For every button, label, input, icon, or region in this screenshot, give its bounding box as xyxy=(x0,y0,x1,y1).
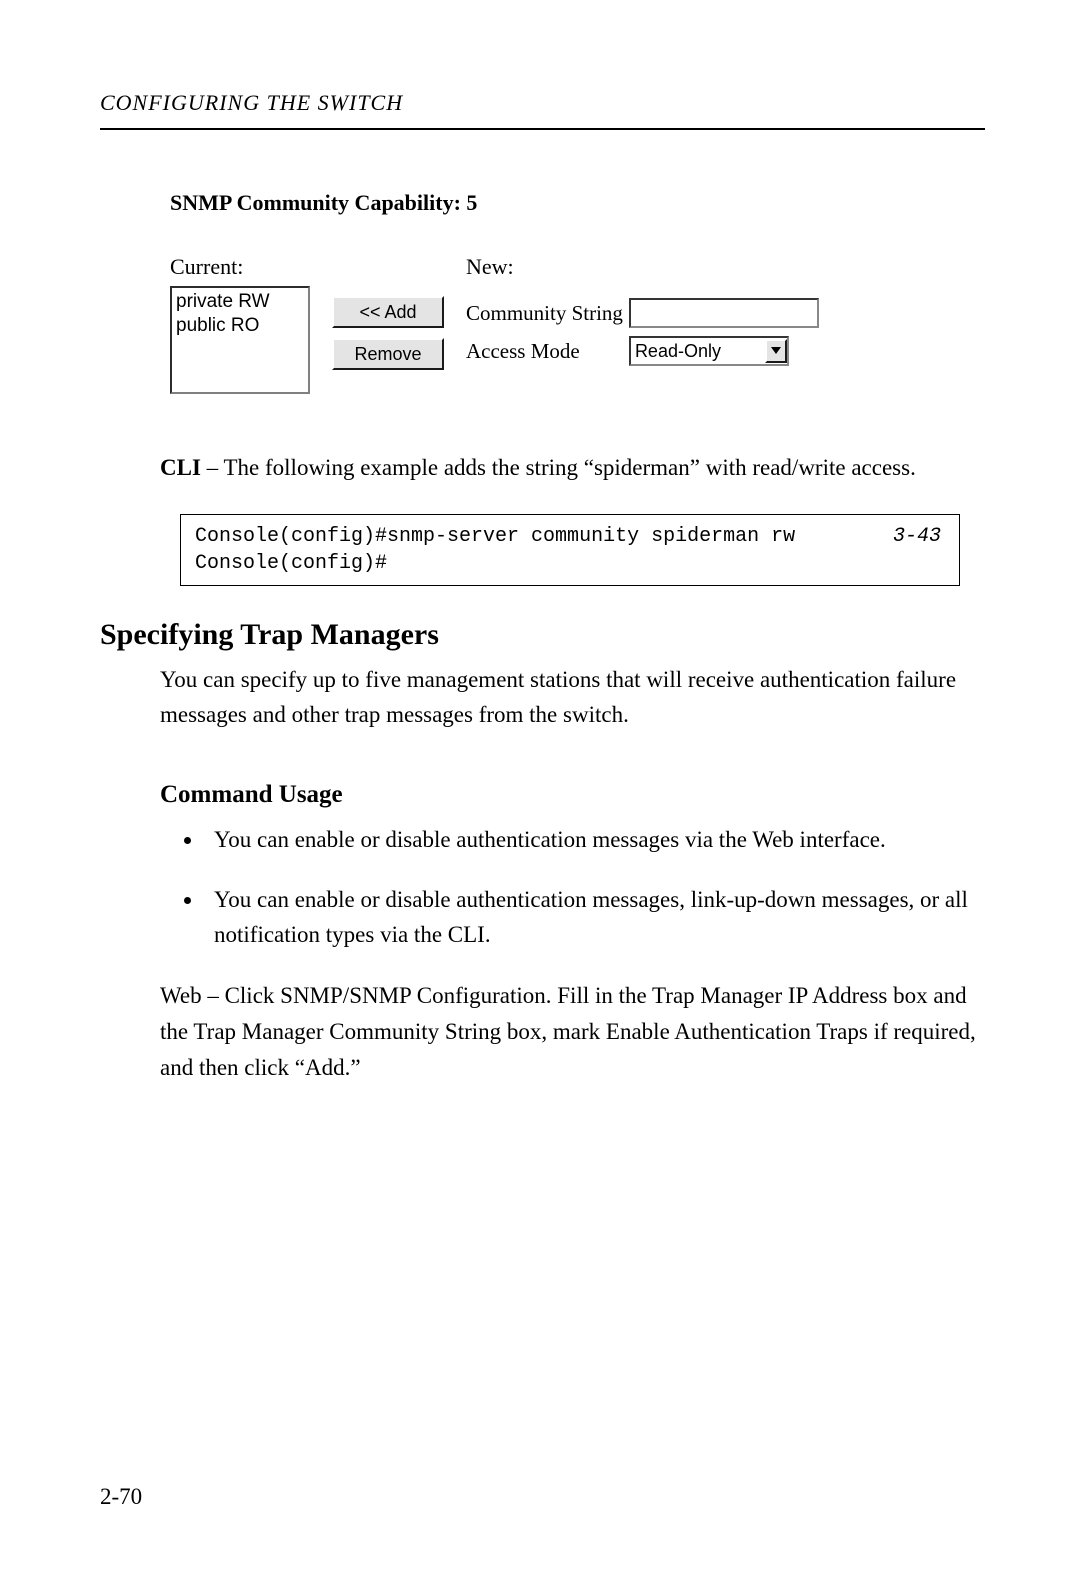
running-head-text: CONFIGURING THE SWITCH xyxy=(100,90,403,115)
current-listbox[interactable]: private RW public RO xyxy=(170,286,310,394)
figure-title: SNMP Community Capability: 5 xyxy=(170,190,735,216)
access-mode-value: Read-Only xyxy=(631,341,765,362)
cli-code-box: Console(config)#snmp-server community sp… xyxy=(180,514,960,586)
new-column: New: Community String Access Mode Read-O… xyxy=(466,254,819,366)
remove-button[interactable]: Remove xyxy=(332,338,444,370)
cli-rest: – The following example adds the string … xyxy=(201,455,916,480)
section-heading: Specifying Trap Managers xyxy=(100,618,985,652)
header-rule xyxy=(100,128,985,130)
access-mode-label: Access Mode xyxy=(466,339,623,364)
web-prefix: Web xyxy=(160,983,202,1008)
new-label: New: xyxy=(466,254,819,280)
dropdown-button[interactable] xyxy=(765,339,787,363)
community-string-input[interactable] xyxy=(629,298,819,328)
list-item: You can enable or disable authentication… xyxy=(204,883,985,952)
new-form-grid: Community String Access Mode Read-Only xyxy=(466,298,819,366)
button-column: << Add Remove xyxy=(332,296,444,370)
chevron-down-icon xyxy=(771,347,781,355)
command-usage-heading: Command Usage xyxy=(160,781,985,809)
web-rest: – Click SNMP/SNMP Configuration. Fill in… xyxy=(160,983,976,1079)
current-column: Current: private RW public RO xyxy=(170,254,310,394)
web-paragraph: Web – Click SNMP/SNMP Configuration. Fil… xyxy=(160,978,985,1085)
add-button[interactable]: << Add xyxy=(332,296,444,328)
running-head: CONFIGURING THE SWITCH xyxy=(100,90,985,116)
figure-columns: Current: private RW public RO << Add Rem… xyxy=(170,254,735,394)
cli-paragraph: CLI – The following example adds the str… xyxy=(160,450,985,486)
command-usage-list: You can enable or disable authentication… xyxy=(160,823,985,953)
community-string-label: Community String xyxy=(466,301,623,326)
list-item[interactable]: public RO xyxy=(176,314,304,338)
code-line: Console(config)# xyxy=(195,550,945,577)
code-line: Console(config)#snmp-server community sp… xyxy=(195,523,945,550)
code-reference: 3-43 xyxy=(893,523,941,550)
list-item[interactable]: private RW xyxy=(176,290,304,314)
page: CONFIGURING THE SWITCH SNMP Community Ca… xyxy=(0,0,1080,1570)
cli-prefix: CLI xyxy=(160,455,201,480)
section-intro: You can specify up to five management st… xyxy=(160,662,985,733)
snmp-figure: SNMP Community Capability: 5 Current: pr… xyxy=(170,190,735,394)
page-number: 2-70 xyxy=(100,1484,142,1510)
current-label: Current: xyxy=(170,254,310,280)
access-mode-select[interactable]: Read-Only xyxy=(629,336,789,366)
list-item: You can enable or disable authentication… xyxy=(204,823,985,858)
